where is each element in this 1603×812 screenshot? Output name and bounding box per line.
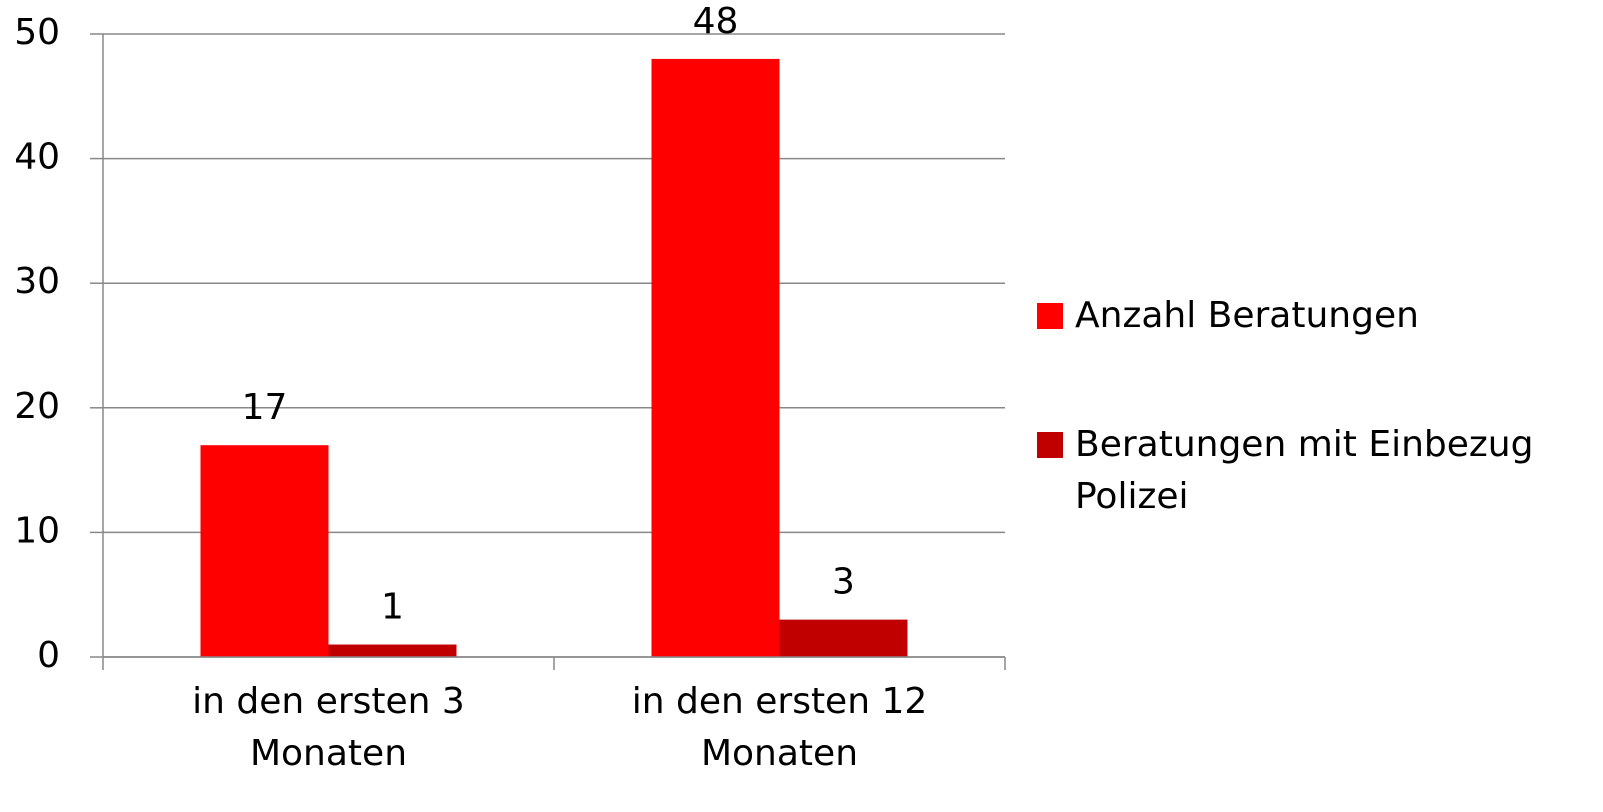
y-tick-label: 40 — [14, 137, 60, 178]
data-label: 17 — [242, 387, 288, 428]
x-tick-label: in den ersten 12 Monaten — [631, 681, 928, 774]
y-tick-label: 0 — [37, 635, 60, 676]
data-label: 48 — [693, 1, 739, 42]
y-tick-label: 50 — [14, 12, 60, 53]
data-label: 3 — [832, 562, 855, 603]
x-tick-label: in den ersten 3 Monaten — [192, 681, 465, 774]
bar — [651, 58, 780, 658]
bar — [779, 619, 908, 657]
y-tick-label: 10 — [14, 510, 60, 551]
data-label: 1 — [381, 587, 404, 628]
legend-swatch — [1037, 432, 1063, 458]
legend-swatch — [1037, 303, 1063, 329]
bar — [200, 445, 329, 657]
y-tick-label: 20 — [14, 386, 60, 427]
bar — [328, 644, 457, 657]
y-tick-label: 30 — [14, 261, 60, 302]
legend-label: Beratungen mit Einbezug Polizei — [1075, 424, 1534, 517]
legend-label: Anzahl Beratungen — [1075, 295, 1419, 336]
